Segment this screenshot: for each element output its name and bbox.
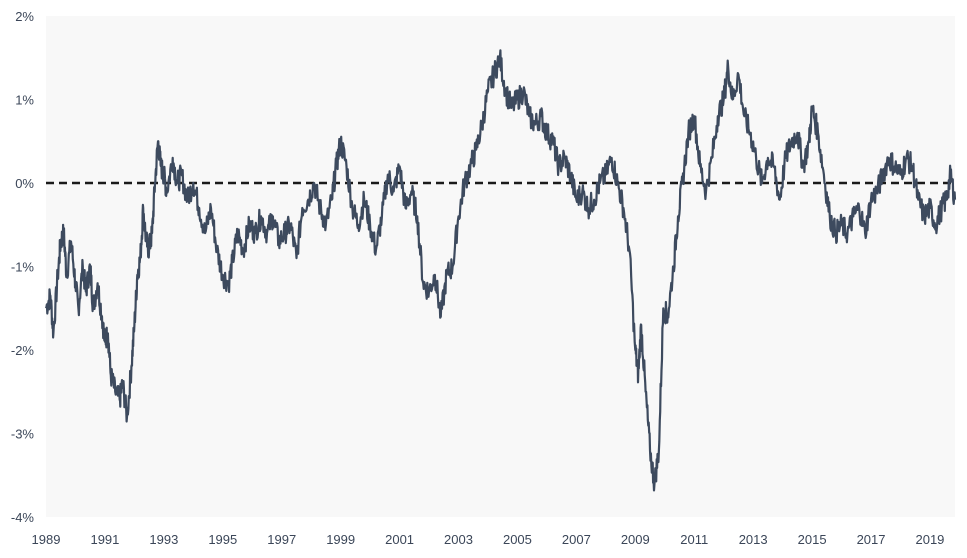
x-tick-label: 1989 [32,532,61,547]
x-axis-tick-labels: 1989 1991 1993 1995 1997 1999 2001 2003 2005 2007… [32,532,945,547]
y-tick-label: 2% [15,9,34,24]
y-tick-label: -2% [11,343,35,358]
y-tick-label: 1% [15,93,34,108]
y-tick-label: -1% [11,260,35,275]
x-tick-label: 2007 [562,532,591,547]
y-tick-label: 0% [15,176,34,191]
x-tick-label: 2009 [621,532,650,547]
y-tick-label: -3% [11,427,35,442]
x-tick-label: 2015 [798,532,827,547]
y-axis-tick-labels: 2% 1% 0% -1% -2% -3% -4% [11,9,35,525]
x-tick-label: 2013 [739,532,768,547]
x-tick-label: 1995 [208,532,237,547]
x-tick-label: 2011 [680,532,708,547]
y-tick-label: -4% [11,510,35,525]
x-tick-label: 2017 [857,532,886,547]
x-tick-label: 2001 [385,532,414,547]
x-tick-label: 1999 [326,532,355,547]
plot-area-background [46,16,955,517]
series-line [44,49,957,492]
x-tick-label: 2003 [444,532,473,547]
x-tick-label: 1991 [90,532,119,547]
x-tick-label: 1997 [267,532,296,547]
x-tick-label: 1993 [149,532,178,547]
x-tick-label: 2019 [915,532,944,547]
x-tick-label: 2005 [503,532,532,547]
